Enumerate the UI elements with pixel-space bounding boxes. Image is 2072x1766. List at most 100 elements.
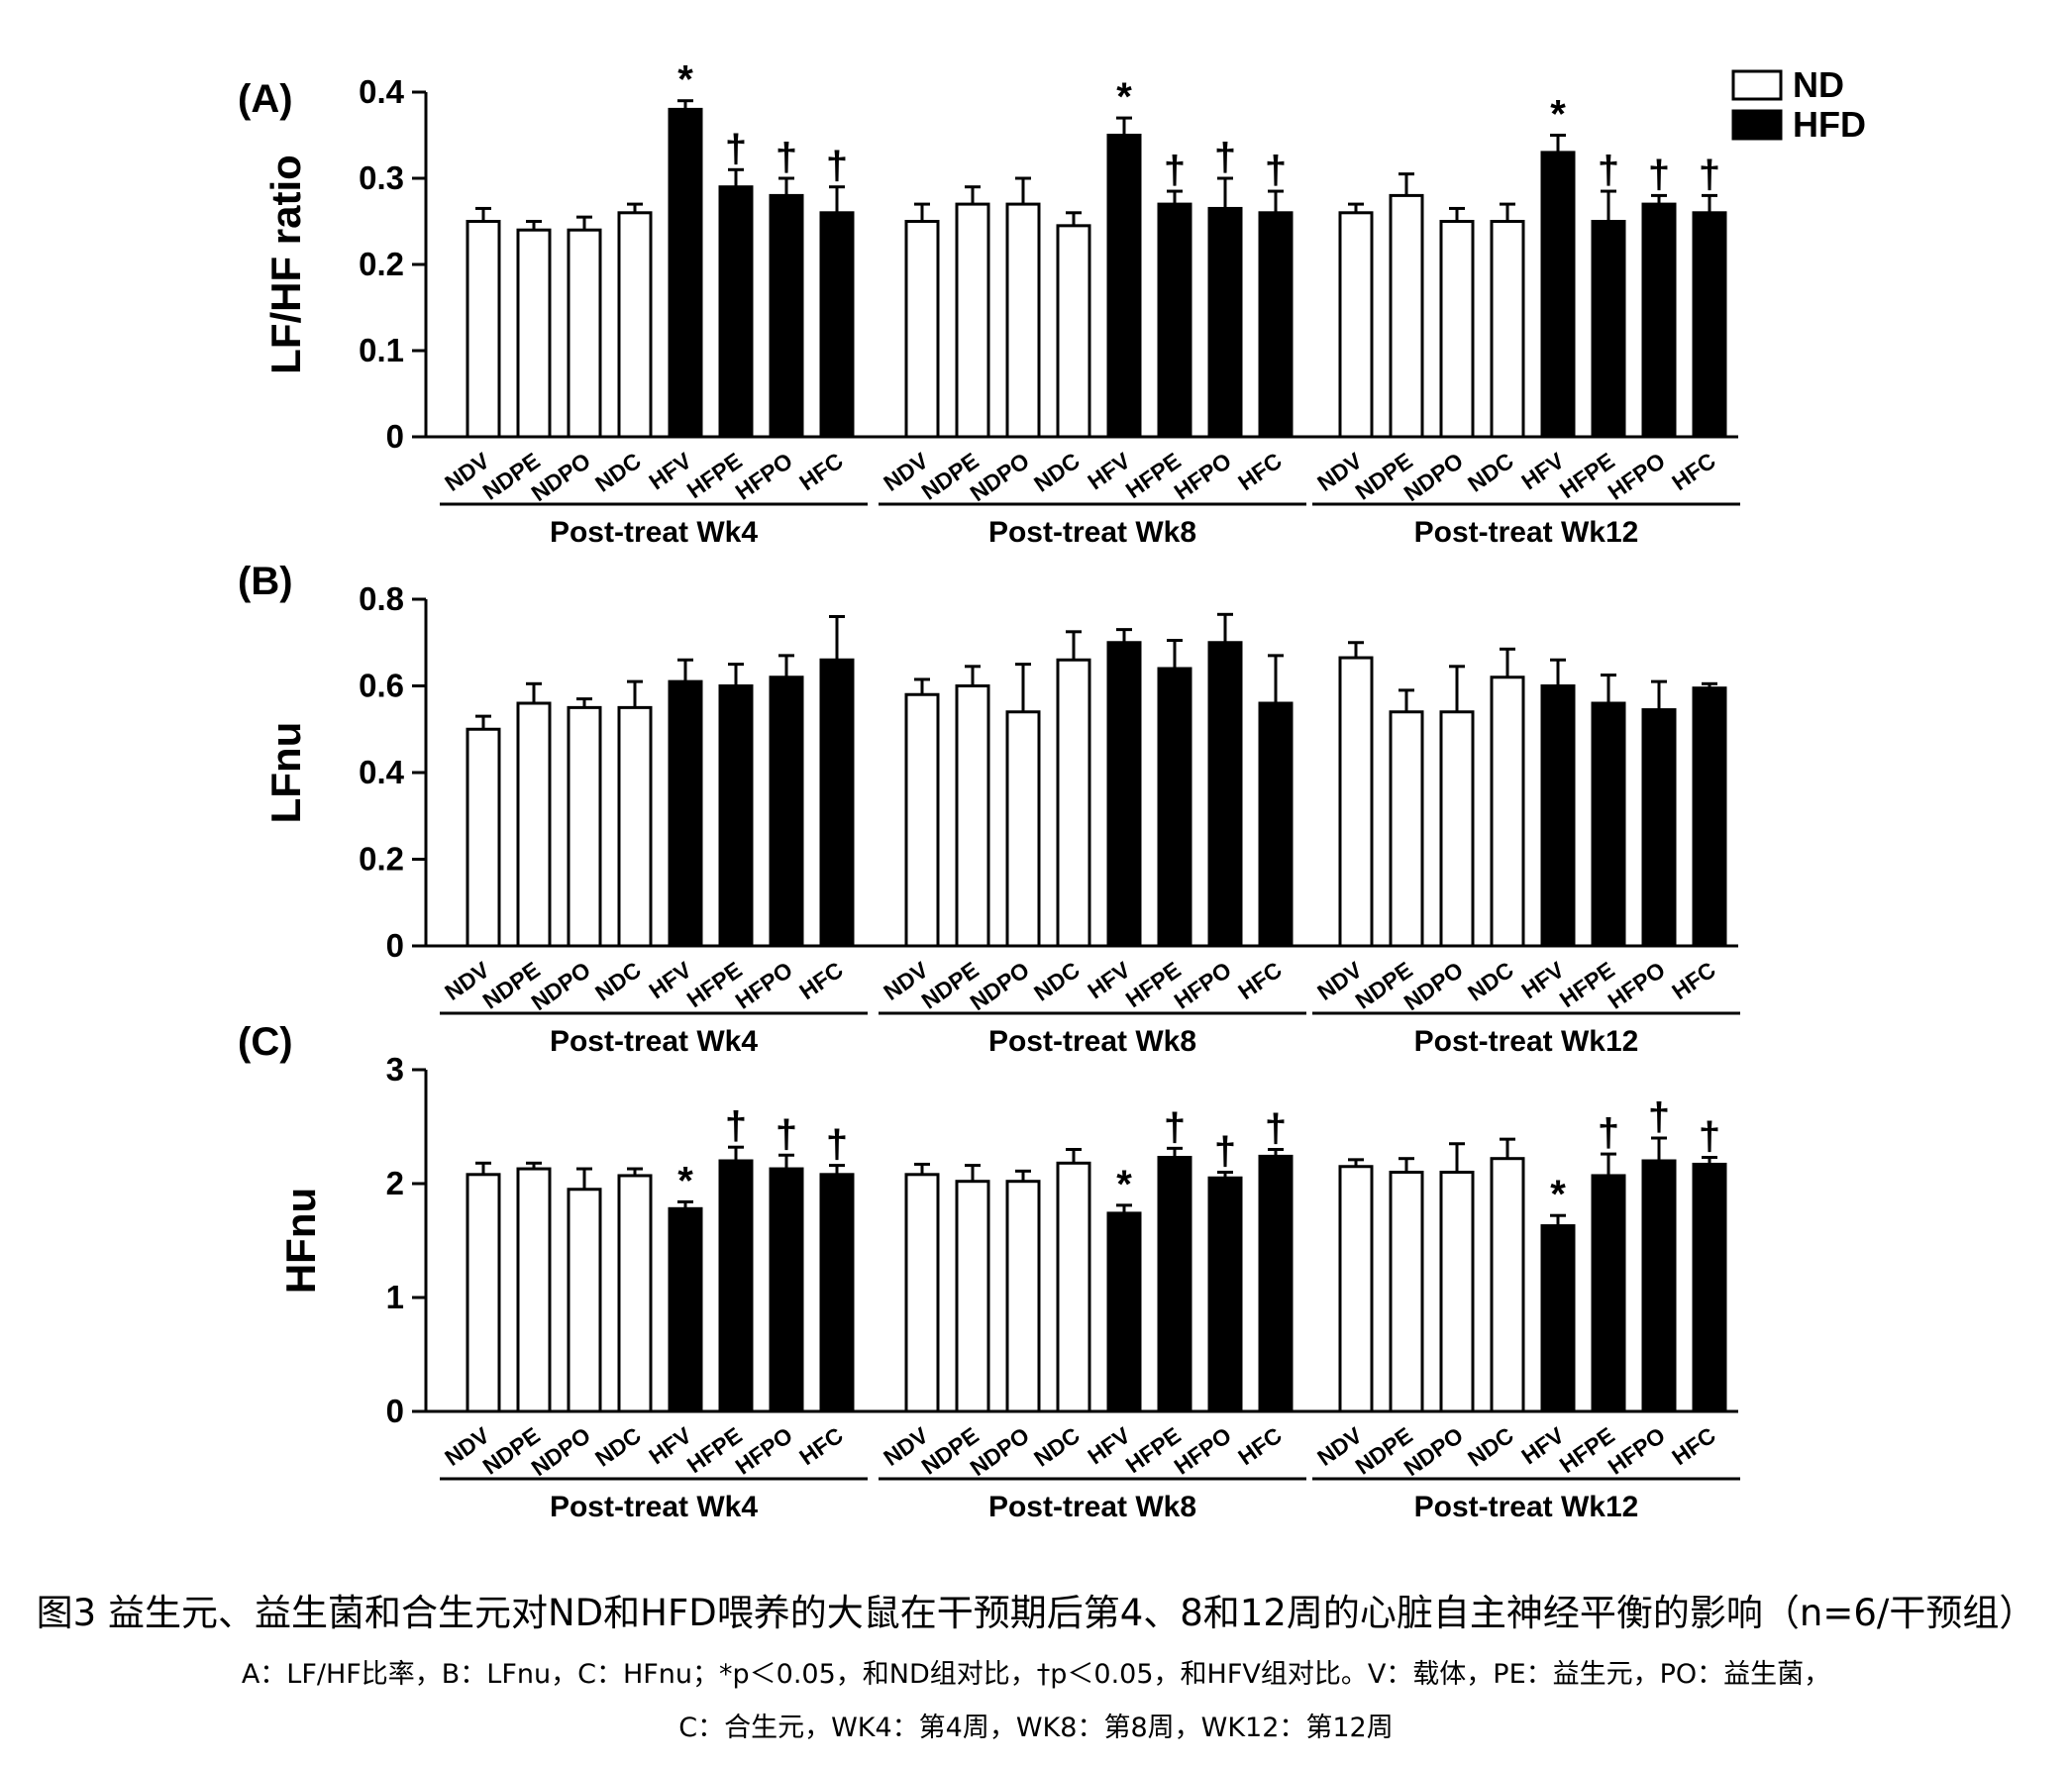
significance-dagger: †	[1214, 1130, 1236, 1174]
x-tick-label: NDC	[1463, 448, 1518, 497]
panel-label: (B)	[238, 560, 293, 603]
legend-label: ND	[1793, 64, 1844, 105]
bar	[819, 211, 855, 439]
x-tick-label: HFPO	[1170, 448, 1236, 505]
y-tick-label: 1	[386, 1279, 404, 1315]
bar	[1207, 641, 1243, 948]
significance-dagger: †	[1164, 149, 1186, 192]
bar	[1056, 658, 1091, 948]
x-tick-label: HFPO	[1604, 957, 1670, 1014]
x-tick-label: HFC	[1233, 1422, 1287, 1470]
significance-dagger: †	[1598, 1111, 1619, 1155]
significance-dagger: †	[1699, 1115, 1720, 1159]
x-tick-label: NDPO	[527, 1422, 595, 1481]
bar	[904, 1173, 940, 1413]
bar	[1439, 220, 1475, 439]
bar	[466, 727, 501, 948]
significance-dagger: †	[1265, 149, 1287, 192]
y-tick-label: 0	[386, 927, 404, 964]
significance-asterisk: *	[1116, 1163, 1132, 1206]
x-tick-label: HFPE	[1555, 448, 1619, 503]
significance-asterisk: *	[677, 1159, 693, 1202]
bar	[718, 684, 754, 948]
bar	[1490, 1157, 1525, 1413]
significance-asterisk: *	[1116, 75, 1132, 119]
x-tick-label: HFPE	[1121, 1422, 1186, 1478]
bar	[516, 1167, 552, 1413]
significance-dagger: †	[1265, 1107, 1287, 1151]
bar	[1258, 1154, 1294, 1413]
bar	[466, 220, 501, 439]
bar	[769, 193, 804, 439]
group-label: Post-treat Wk8	[988, 1025, 1196, 1058]
y-tick-label: 0.2	[359, 841, 404, 878]
bar	[1641, 1159, 1677, 1413]
x-tick-label: NDC	[1029, 957, 1085, 1006]
x-tick-label: HFPO	[1604, 1422, 1670, 1480]
x-tick-label: NDPO	[966, 448, 1034, 506]
y-axis-label: HFnu	[277, 1188, 324, 1294]
bar	[1540, 151, 1576, 439]
x-tick-label: HFPE	[1555, 1422, 1619, 1478]
significance-dagger: †	[1164, 1105, 1186, 1149]
y-tick-label: 0.8	[359, 580, 404, 617]
x-tick-label: HFC	[794, 1422, 848, 1470]
x-tick-label: HFPE	[1121, 957, 1186, 1012]
bar	[1338, 1165, 1374, 1413]
figure-caption-title: 图3 益生元、益生菌和合生元对ND和HFD喂养的大鼠在干预期后第4、8和12周的…	[36, 1592, 2036, 1634]
bar	[567, 1188, 602, 1413]
bar	[1540, 684, 1576, 948]
bar	[668, 1206, 703, 1413]
bar	[1692, 1162, 1727, 1413]
x-tick-label: HFPO	[1170, 1422, 1236, 1480]
significance-dagger: †	[725, 127, 747, 170]
x-tick-label: HFC	[1667, 957, 1720, 1004]
significance-asterisk: *	[1550, 93, 1566, 137]
bar	[1157, 1156, 1192, 1413]
bar	[1591, 220, 1626, 439]
x-tick-label: NDPO	[1399, 448, 1468, 506]
significance-dagger: †	[1214, 136, 1236, 179]
bar	[1056, 224, 1091, 439]
bar	[955, 202, 990, 439]
x-tick-label: HFPO	[731, 448, 797, 505]
group-label: Post-treat Wk4	[550, 516, 758, 549]
bar	[1439, 710, 1475, 948]
bar	[1005, 1180, 1041, 1413]
bar	[1207, 206, 1243, 439]
figure-chart: (A)LF/HF ratio00.10.20.30.4NDVNDPENDPOND…	[238, 58, 1866, 1523]
significance-dagger: †	[1699, 153, 1720, 196]
bar	[718, 1159, 754, 1413]
y-tick-label: 0.6	[359, 668, 404, 704]
bar	[1490, 675, 1525, 948]
y-tick-label: 0.4	[359, 73, 405, 110]
x-tick-label: HFC	[1667, 448, 1720, 495]
panel-label: (C)	[238, 1020, 293, 1064]
bar	[1439, 1171, 1475, 1413]
bar	[904, 692, 940, 948]
bar	[1157, 667, 1192, 948]
bar	[1389, 710, 1424, 948]
bar	[516, 701, 552, 948]
bar	[1389, 193, 1424, 439]
significance-dagger: †	[826, 1123, 848, 1167]
bar	[1005, 710, 1041, 948]
significance-dagger: †	[776, 136, 797, 179]
x-tick-label: NDPO	[966, 1422, 1034, 1481]
bar	[1591, 1174, 1626, 1413]
x-tick-label: NDPO	[1399, 1422, 1468, 1481]
x-tick-label: NDPO	[966, 957, 1034, 1015]
x-tick-label: NDC	[1029, 1422, 1085, 1472]
significance-asterisk: *	[677, 58, 693, 102]
bar	[1692, 211, 1727, 439]
x-tick-label: NDC	[590, 448, 646, 497]
x-tick-label: HFPO	[731, 1422, 797, 1480]
bar	[466, 1173, 501, 1413]
x-tick-label: HFC	[1233, 957, 1287, 1004]
x-tick-label: HFPO	[731, 957, 797, 1014]
bar	[1338, 211, 1374, 439]
bar	[1490, 220, 1525, 439]
significance-dagger: †	[725, 1104, 747, 1148]
x-tick-label: HFC	[1667, 1422, 1720, 1470]
x-tick-label: NDC	[1463, 957, 1518, 1006]
